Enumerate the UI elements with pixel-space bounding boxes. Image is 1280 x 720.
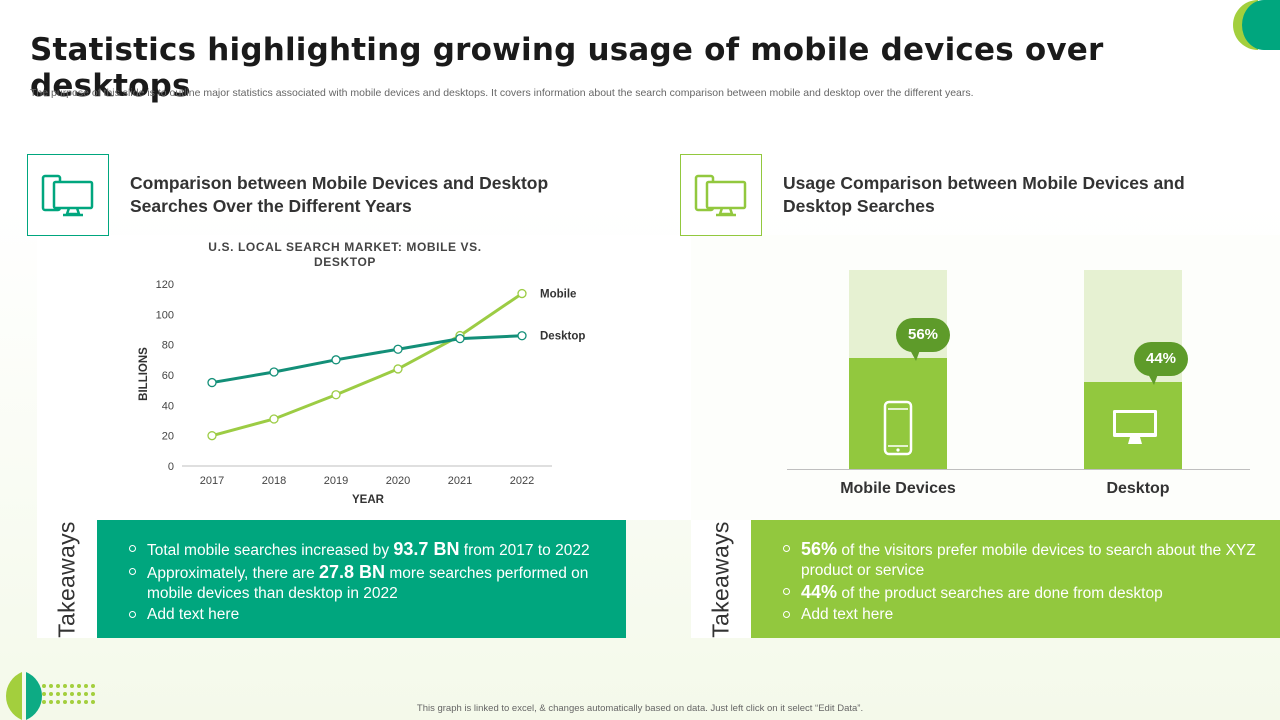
right-panel-title: Usage Comparison between Mobile Devices … [783,173,1185,216]
x-axis-label: YEAR [352,494,385,506]
y-tick-label: 0 [168,461,174,473]
left-chart-panel [37,235,691,520]
bar-desktop-value: 44% [1134,342,1188,385]
x-tick-label: 2019 [324,475,348,487]
x-tick-label: 2018 [262,475,286,487]
data-point-desktop [393,344,403,354]
left-takeaways-label: Takeaways [37,520,97,638]
left-takeaway-1: Total mobile searches increased by 93.7 … [128,539,606,561]
footer-note: This graph is linked to excel, & changes… [416,703,864,714]
right-chart-panel [691,235,1280,520]
y-axis-label: BILLIONS [138,347,150,401]
page-title: Statistics highlighting growing usage of… [30,32,1104,104]
right-takeaway-2: 44% of the product searches are done fro… [782,582,1260,604]
y-tick-label: 80 [162,340,174,352]
right-takeaways-label: Takeaways [691,520,751,638]
left-panel-icon-box [27,154,109,236]
x-tick-label: 2020 [386,475,410,487]
left-takeaways-heading: Takeaways [53,520,80,638]
bar-mobile-devices-value: 56% [896,318,950,361]
y-tick-label: 120 [156,279,174,291]
data-point-desktop [269,367,279,377]
data-point-mobile [517,288,527,299]
right-takeaway-3: Add text here [782,605,1260,625]
bar-mobile-devices [849,270,947,470]
page-subtitle: The purpose of this slide is to outline … [30,87,974,99]
line-chart: BILLIONS YEAR 0 20 40 60 80 100 120 2017 2018 201… [138,279,585,506]
line-chart-title: U.S. LOCAL SEARCH MARKET: MOBILE VS. DES… [208,240,482,269]
series-label-mobile: Mobile [540,289,576,301]
data-point-desktop [455,333,465,344]
corner-decoration-bottom-left [6,672,95,720]
x-tick-label: 2017 [200,475,224,487]
bar-label-mobile-devices: Mobile Devices [840,480,956,497]
data-point-desktop [331,355,341,365]
bar-chart-baseline [787,469,1250,470]
right-takeaways-heading: Takeaways [707,520,734,638]
monitor-icon [1113,410,1157,444]
mobile-desktop-icon [41,174,94,217]
series-line-mobile [211,292,523,438]
y-tick-label: 60 [162,370,174,382]
left-takeaway-2: Approximately, there are 27.8 BN more se… [128,562,606,604]
series-line-desktop [211,334,523,385]
bar-label-desktop: Desktop [1106,480,1170,497]
x-tick-label: 2021 [448,475,472,487]
right-takeaways-box: 56% of the visitors prefer mobile device… [751,520,1280,638]
left-panel-title: Comparison between Mobile Devices and De… [130,173,549,216]
y-tick-label: 100 [156,309,174,321]
left-takeaways-box: Total mobile searches increased by 93.7 … [97,520,626,638]
x-tick-label: 2022 [510,475,534,487]
smartphone-icon [883,400,913,456]
corner-decoration-top-right [1233,0,1280,50]
y-tick-label: 20 [162,431,174,443]
bar-desktop [1084,270,1182,470]
y-tick-label: 40 [162,400,174,412]
right-takeaways-label-strip [691,520,751,638]
right-panel-icon-box [680,154,762,236]
data-point-mobile [331,390,341,400]
data-point-mobile [393,364,403,374]
left-takeaway-3: Add text here [128,605,606,625]
data-point-mobile [269,414,279,424]
series-label-desktop: Desktop [540,331,585,343]
left-takeaways-label-strip [37,520,97,638]
data-point-mobile [207,431,217,441]
mobile-desktop-icon [694,174,747,217]
data-point-desktop [517,331,527,341]
right-takeaway-1: 56% of the visitors prefer mobile device… [782,539,1260,581]
data-point-desktop [207,377,217,388]
